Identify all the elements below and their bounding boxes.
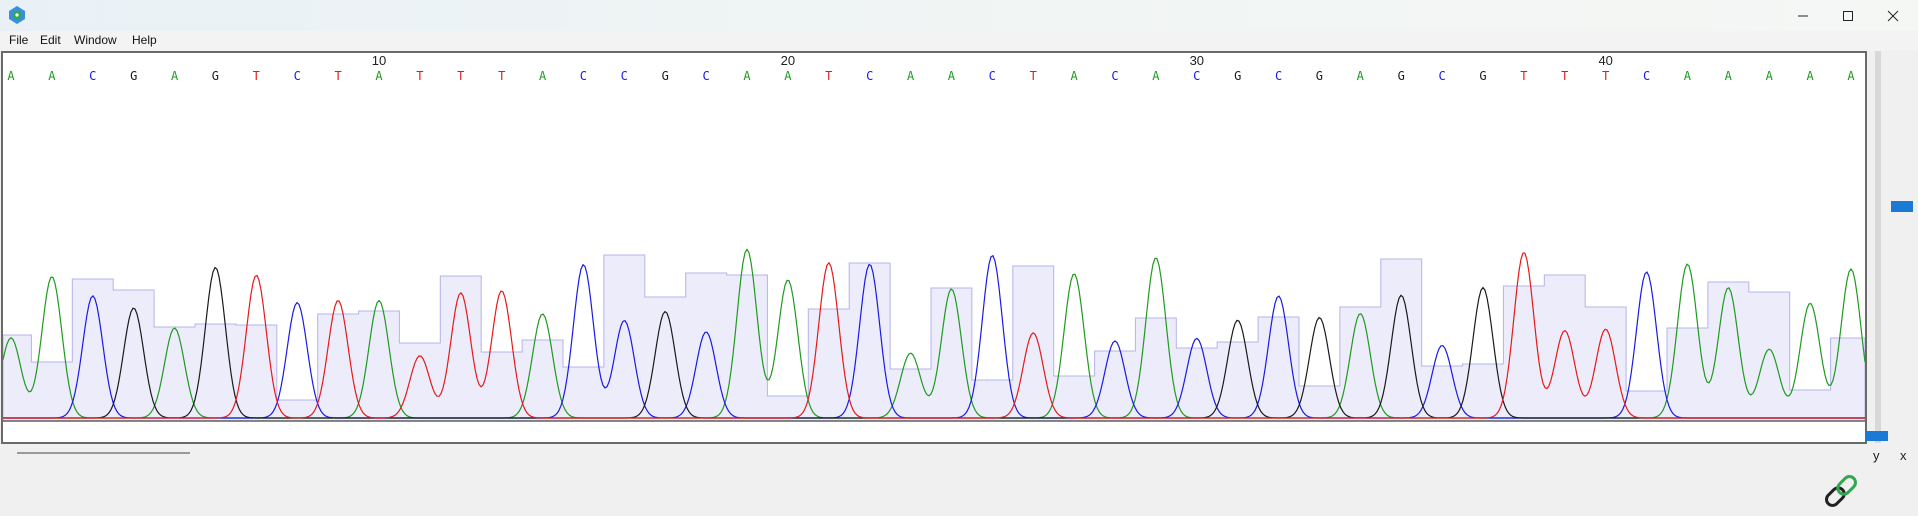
base-call: T xyxy=(457,69,464,83)
base-call: A xyxy=(539,69,547,83)
title-bar xyxy=(0,0,1918,31)
base-call: C xyxy=(89,69,96,83)
base-call: G xyxy=(1316,69,1323,83)
base-call: A xyxy=(375,69,383,83)
base-call: T xyxy=(253,69,260,83)
base-call: G xyxy=(1479,69,1486,83)
base-call: C xyxy=(580,69,587,83)
close-icon xyxy=(1887,10,1899,22)
link-icon[interactable] xyxy=(1820,470,1862,512)
base-call: A xyxy=(1684,69,1692,83)
menu-window[interactable]: Window xyxy=(74,33,117,47)
base-call: A xyxy=(1766,69,1774,83)
base-call: C xyxy=(621,69,628,83)
chromatogram-viewer[interactable]: 10 20 30 40 A A C G A G T C T A T T T A C C G C A A T C A A C T A C A C G… xyxy=(1,51,1867,444)
base-call: T xyxy=(498,69,505,83)
base-call: A xyxy=(907,69,915,83)
y-scale-slider-track[interactable] xyxy=(1875,51,1881,443)
y-scale-slider-handle[interactable] xyxy=(1891,201,1913,212)
base-call: A xyxy=(784,69,792,83)
base-call: A xyxy=(1357,69,1365,83)
base-call: C xyxy=(1193,69,1200,83)
base-call: G xyxy=(1234,69,1241,83)
menu-help[interactable]: Help xyxy=(132,33,157,47)
base-call: T xyxy=(825,69,832,83)
chromatogram-trace: 10 20 30 40 A A C G A G T C T A T T T A C C G C A A T C A A C T A C A C G… xyxy=(3,53,1865,422)
position-label: 10 xyxy=(372,53,386,68)
position-label: 40 xyxy=(1598,53,1612,68)
base-call: A xyxy=(743,69,751,83)
base-call: T xyxy=(1030,69,1037,83)
base-call: T xyxy=(334,69,341,83)
base-call: G xyxy=(1398,69,1405,83)
base-call: C xyxy=(702,69,709,83)
base-call: G xyxy=(130,69,137,83)
minimize-icon xyxy=(1798,15,1808,17)
app-logo-icon xyxy=(9,6,25,24)
menu-file[interactable]: File xyxy=(9,33,29,47)
base-call: A xyxy=(948,69,956,83)
position-label: 20 xyxy=(781,53,795,68)
base-call: T xyxy=(1520,69,1527,83)
base-call: A xyxy=(171,69,179,83)
base-call: T xyxy=(1602,69,1609,83)
base-call: T xyxy=(416,69,423,83)
close-button[interactable] xyxy=(1870,0,1916,31)
base-call: C xyxy=(294,69,301,83)
base-call: C xyxy=(866,69,873,83)
base-call: A xyxy=(1847,69,1855,83)
base-call: C xyxy=(1111,69,1118,83)
menu-bar: File Edit Window Help xyxy=(0,31,1918,51)
base-call: C xyxy=(1643,69,1650,83)
base-call: T xyxy=(1561,69,1568,83)
base-call: C xyxy=(1438,69,1445,83)
x-scale-label: x xyxy=(1900,448,1907,463)
base-call: C xyxy=(1275,69,1282,83)
base-call: A xyxy=(1152,69,1160,83)
position-label: 30 xyxy=(1190,53,1204,68)
maximize-icon xyxy=(1843,11,1853,21)
x-scale-slider-handle[interactable] xyxy=(1866,431,1888,441)
base-call: C xyxy=(989,69,996,83)
base-call: A xyxy=(1725,69,1733,83)
trace-curve-t xyxy=(3,252,1865,419)
y-scale-label: y xyxy=(1873,448,1880,463)
base-call: G xyxy=(212,69,219,83)
minimize-button[interactable] xyxy=(1780,0,1826,31)
base-call: A xyxy=(1806,69,1814,83)
base-call: A xyxy=(1070,69,1078,83)
base-call: G xyxy=(662,69,669,83)
base-call: A xyxy=(48,69,56,83)
base-call: A xyxy=(7,69,15,83)
maximize-button[interactable] xyxy=(1825,0,1871,31)
menu-edit[interactable]: Edit xyxy=(40,33,61,47)
horizontal-scroll-thumb[interactable] xyxy=(17,452,190,454)
